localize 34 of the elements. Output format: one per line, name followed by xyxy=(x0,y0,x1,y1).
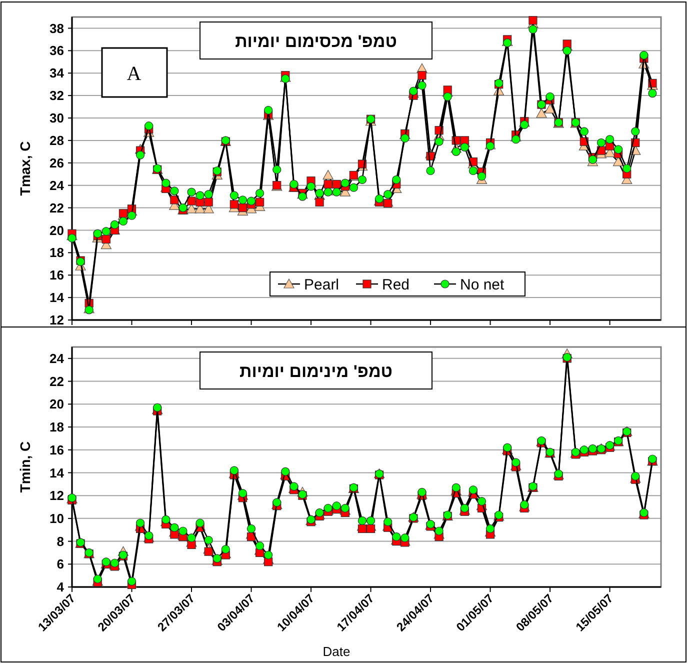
y-tick-label: 8 xyxy=(56,534,64,549)
text: טמפ' מינימום יומיות xyxy=(240,362,392,381)
y-tick-label: 14 xyxy=(50,290,65,306)
y-tick-label: 24 xyxy=(50,350,65,366)
y-tick-label: 16 xyxy=(50,442,64,458)
legend-label: Pearl xyxy=(304,276,340,294)
legend-label: Red xyxy=(382,276,410,294)
y-tick-label: 16 xyxy=(50,268,64,283)
y-axis-title: Tmin, C xyxy=(17,441,33,493)
y-tick-label: 34 xyxy=(50,66,65,81)
y-tick-label: 26 xyxy=(50,155,64,170)
y-tick-label: 20 xyxy=(50,396,64,412)
y-tick-label: 12 xyxy=(50,312,64,328)
text: טמפ' מכסימום יומיות xyxy=(235,32,397,51)
y-tick-label: 4 xyxy=(56,580,65,595)
y-tick-label: 28 xyxy=(50,132,64,148)
y-tick-label: 38 xyxy=(50,20,64,36)
y-tick-label: 6 xyxy=(56,556,64,572)
y-tick-label: 30 xyxy=(50,110,64,126)
y-tick-label: 12 xyxy=(50,488,64,504)
x-axis-title: Date xyxy=(322,644,350,659)
legend-label: No net xyxy=(460,276,506,294)
y-tick-label: 24 xyxy=(50,178,65,193)
y-tick-label: 36 xyxy=(50,43,64,58)
y-tick-label: 22 xyxy=(50,200,64,216)
y-tick-label: 10 xyxy=(50,510,64,526)
y-tick-label: 18 xyxy=(50,245,64,260)
annotation: A xyxy=(126,63,142,85)
y-tick-label: 18 xyxy=(50,420,64,435)
y-tick-label: 20 xyxy=(50,222,64,238)
y-tick-label: 14 xyxy=(50,465,65,480)
y-axis-title: Tmax, C xyxy=(17,141,33,196)
y-tick-label: 32 xyxy=(50,88,64,104)
y-tick-label: 22 xyxy=(50,374,64,389)
